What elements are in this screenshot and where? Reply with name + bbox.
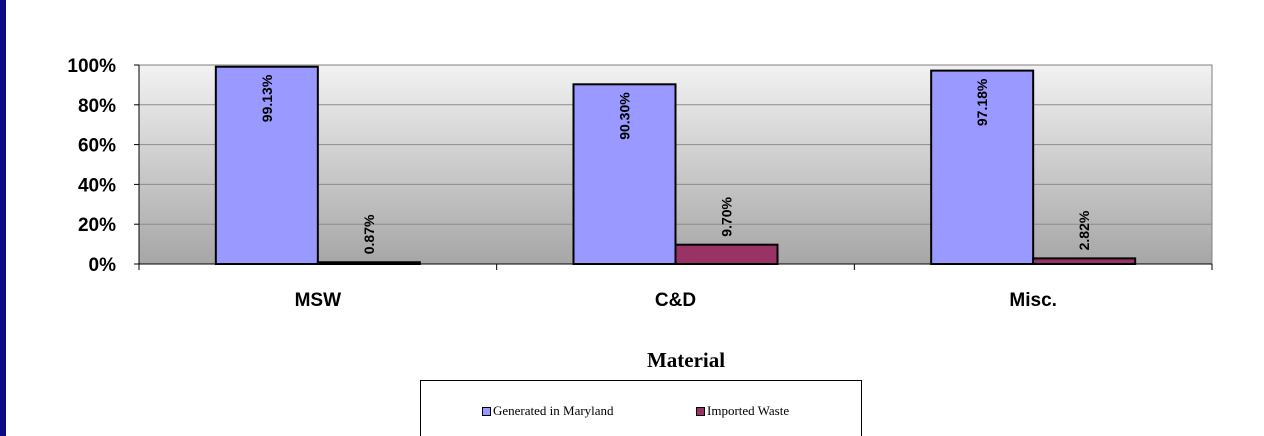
legend: Generated in Maryland Imported Waste (420, 380, 862, 436)
bar-imported (676, 245, 778, 264)
legend-item-imported: Imported Waste (696, 403, 789, 419)
y-tick-label: 0% (89, 255, 117, 276)
y-tick-label: 100% (67, 56, 116, 77)
x-category-label: C&D (655, 290, 696, 311)
x-axis-categories: MSW C&D Misc. (295, 290, 1057, 311)
legend-swatch-imported (696, 407, 705, 416)
data-label: 0.87% (361, 214, 377, 254)
data-label: 90.30% (617, 92, 633, 140)
legend-label-imported: Imported Waste (707, 403, 789, 419)
y-tick-label: 60% (78, 136, 116, 157)
y-tick-label: 40% (78, 175, 116, 196)
bar-imported (1033, 258, 1135, 264)
y-axis-ticks: 0% 20% 40% 60% 80% 100% (67, 56, 139, 276)
chart: 0% 20% 40% 60% 80% 100% 99.13% 0.87% 90.30% 9.70… (0, 0, 1264, 380)
x-axis-title: Material (647, 348, 725, 372)
bar-imported (318, 262, 420, 264)
legend-item-generated: Generated in Maryland (482, 403, 614, 419)
data-label: 97.18% (974, 78, 990, 126)
legend-swatch-generated (482, 407, 491, 416)
x-category-label: MSW (295, 290, 342, 311)
data-label: 9.70% (719, 196, 735, 236)
x-category-label: Misc. (1009, 290, 1057, 311)
y-tick-label: 80% (78, 96, 116, 117)
data-label: 99.13% (259, 74, 275, 122)
data-label: 2.82% (1076, 210, 1092, 250)
legend-label-generated: Generated in Maryland (493, 403, 614, 419)
y-tick-label: 20% (78, 215, 116, 236)
